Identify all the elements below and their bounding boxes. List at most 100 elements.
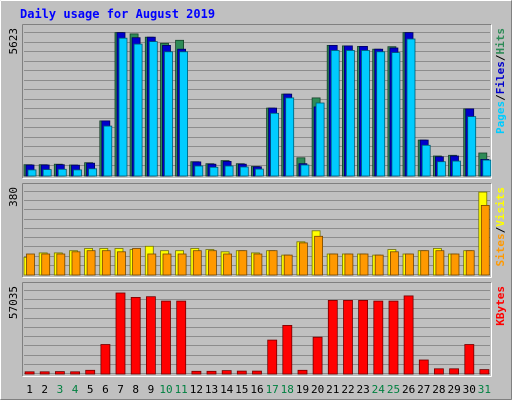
bar-kbytes-day-7 <box>115 292 126 375</box>
bar-kbytes-day-11 <box>176 300 187 375</box>
bar-kbytes-day-30 <box>464 344 475 375</box>
bar-pages-day-8 <box>133 43 143 177</box>
x-tick-label-12: 12 <box>190 383 203 396</box>
bar-pages-day-3 <box>57 168 67 177</box>
bar-sites-day-27 <box>420 250 430 276</box>
bar-sites-day-19 <box>298 242 308 276</box>
bar-kbytes-day-8 <box>130 296 141 375</box>
x-tick-label-22: 22 <box>341 383 354 396</box>
bar-pages-day-25 <box>391 52 401 177</box>
x-tick-label-3: 3 <box>57 383 64 396</box>
bar-pages-day-23 <box>361 50 370 177</box>
bar-pages-day-6 <box>103 125 113 177</box>
bar-sites-day-10 <box>162 253 172 276</box>
bar-kbytes-day-1 <box>24 371 35 375</box>
bar-pages-day-4 <box>73 169 82 177</box>
bar-sites-day-25 <box>389 251 399 276</box>
bar-kbytes-day-23 <box>358 299 369 375</box>
x-tick-label-20: 20 <box>311 383 324 396</box>
bar-pages-day-19 <box>300 164 310 177</box>
bar-kbytes-day-31 <box>479 369 490 375</box>
bar-pages-day-10 <box>164 51 173 177</box>
bar-sites-day-4 <box>71 251 81 276</box>
bar-kbytes-day-24 <box>373 300 384 375</box>
bar-sites-day-13 <box>207 250 217 276</box>
bar-kbytes-day-27 <box>418 359 429 375</box>
x-tick-label-9: 9 <box>148 383 155 396</box>
panel-top-legend: Pages/Files/Hits <box>494 28 507 134</box>
panel-top-max-label: 5623 <box>7 28 20 55</box>
x-tick-label-10: 10 <box>159 383 172 396</box>
bar-pages-day-9 <box>148 41 158 177</box>
bar-sites-day-31 <box>480 204 490 276</box>
bar-kbytes-day-20 <box>312 336 323 375</box>
x-tick-label-29: 29 <box>447 383 460 396</box>
x-tick-label-8: 8 <box>132 383 139 396</box>
x-tick-label-21: 21 <box>326 383 339 396</box>
bar-kbytes-day-22 <box>343 299 353 375</box>
panel-bot-area <box>22 282 492 377</box>
bar-kbytes-day-12 <box>191 370 202 375</box>
bar-sites-day-8 <box>132 248 142 276</box>
bar-sites-day-12 <box>192 250 202 276</box>
bar-pages-day-13 <box>209 166 219 177</box>
bar-kbytes-day-21 <box>327 299 338 375</box>
bar-pages-day-16 <box>254 168 264 177</box>
x-tick-label-11: 11 <box>175 383 188 396</box>
bar-sites-day-20 <box>314 235 324 276</box>
x-tick-label-25: 25 <box>387 383 400 396</box>
panel-bot-legend: KBytes <box>494 286 507 326</box>
bar-pages-day-22 <box>345 50 355 177</box>
x-tick-label-2: 2 <box>41 383 48 396</box>
x-tick-label-15: 15 <box>235 383 248 396</box>
bar-sites-day-5 <box>86 250 96 276</box>
panel-bot-max-label: 57035 <box>7 286 20 319</box>
bar-pages-day-30 <box>467 116 477 177</box>
bar-kbytes-day-4 <box>70 371 80 375</box>
bar-sites-day-16 <box>253 253 263 276</box>
panel-mid-max-label: 380 <box>7 187 20 207</box>
x-tick-label-4: 4 <box>72 383 79 396</box>
x-tick-label-14: 14 <box>220 383 234 396</box>
x-tick-label-30: 30 <box>463 383 476 396</box>
bar-kbytes-day-17 <box>267 339 278 375</box>
bar-pages-day-18 <box>285 97 295 177</box>
bar-sites-day-21 <box>329 253 339 276</box>
bar-pages-day-12 <box>194 165 204 177</box>
bar-sites-day-18 <box>283 254 293 276</box>
x-tick-label-1: 1 <box>26 383 33 396</box>
x-tick-label-24: 24 <box>372 383 386 396</box>
x-tick-label-13: 13 <box>205 383 218 396</box>
bar-kbytes-day-19 <box>297 369 308 375</box>
bar-sites-day-22 <box>344 253 354 276</box>
bar-sites-day-1 <box>26 253 35 276</box>
legend-entry: Hits <box>494 28 507 55</box>
bar-kbytes-day-28 <box>433 368 444 375</box>
bar-kbytes-day-3 <box>55 371 65 375</box>
x-tick-label-7: 7 <box>117 383 124 396</box>
bar-sites-day-28 <box>435 250 445 276</box>
legend-entry: / <box>494 94 507 101</box>
bar-pages-day-27 <box>421 144 431 177</box>
x-tick-label-26: 26 <box>402 383 415 396</box>
bar-kbytes-day-18 <box>282 324 293 375</box>
bar-kbytes-day-13 <box>206 370 217 375</box>
bar-pages-day-29 <box>452 160 461 177</box>
bar-pages-day-1 <box>27 169 37 177</box>
x-tick-label-27: 27 <box>417 383 430 396</box>
bar-sites-day-24 <box>374 254 384 276</box>
bar-pages-day-2 <box>42 169 52 177</box>
panel-mid-legend: Sites/Visits <box>494 187 507 267</box>
bar-pages-day-28 <box>436 161 446 177</box>
chart-title: Daily usage for August 2019 <box>20 7 215 21</box>
bar-kbytes-day-14 <box>221 370 232 375</box>
bar-kbytes-day-10 <box>161 300 171 375</box>
x-tick-label-17: 17 <box>266 383 279 396</box>
x-tick-label-31: 31 <box>478 383 491 396</box>
bar-sites-day-7 <box>117 251 126 276</box>
bar-kbytes-day-2 <box>39 371 50 375</box>
bar-sites-day-17 <box>268 250 278 276</box>
bar-pages-day-21 <box>330 50 340 177</box>
legend-entry: Files <box>494 61 507 94</box>
